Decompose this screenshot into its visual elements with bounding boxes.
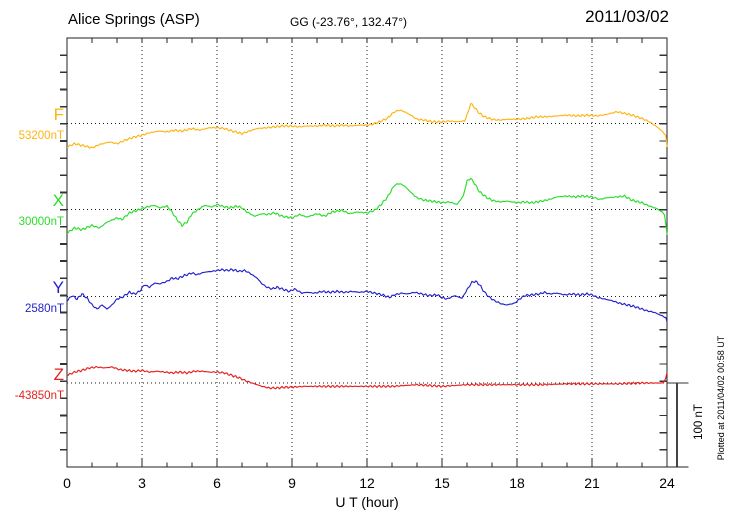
series-label-Z: Z	[53, 365, 64, 384]
plotted-at-watermark: Plotted at 2011/04/02 00:58 UT	[716, 335, 726, 461]
series-baseline-Z: -43850nT	[14, 390, 64, 402]
geographic-coordinates: GG (-23.76°, 132.47°)	[290, 15, 407, 29]
x-tick-label: 3	[138, 475, 146, 491]
series-label-Y: Y	[52, 278, 64, 297]
trace-X	[66, 177, 668, 235]
x-tick-label: 6	[213, 475, 221, 491]
x-tick-label: 15	[434, 475, 450, 491]
series-baseline-Y: 2580nT	[24, 303, 64, 315]
x-tick-label: 9	[288, 475, 296, 491]
trace-F	[66, 102, 668, 149]
trace-Y	[66, 268, 668, 322]
station-title: Alice Springs (ASP)	[68, 11, 200, 28]
scale-bar-label: 100 nT	[693, 404, 705, 440]
x-tick-label: 0	[63, 475, 71, 491]
x-axis-title: U T (hour)	[335, 494, 399, 510]
trace-Z	[66, 366, 668, 390]
x-tick-label: 21	[584, 475, 600, 491]
series-label-X: X	[52, 191, 64, 210]
x-tick-label: 12	[359, 475, 375, 491]
plot-date: 2011/03/02	[585, 7, 669, 26]
x-tick-label: 24	[659, 475, 675, 491]
series-baseline-X: 30000nT	[18, 216, 64, 228]
x-tick-label: 18	[509, 475, 525, 491]
series-label-F: F	[53, 105, 64, 124]
series-baseline-F: 53200nT	[18, 130, 64, 142]
